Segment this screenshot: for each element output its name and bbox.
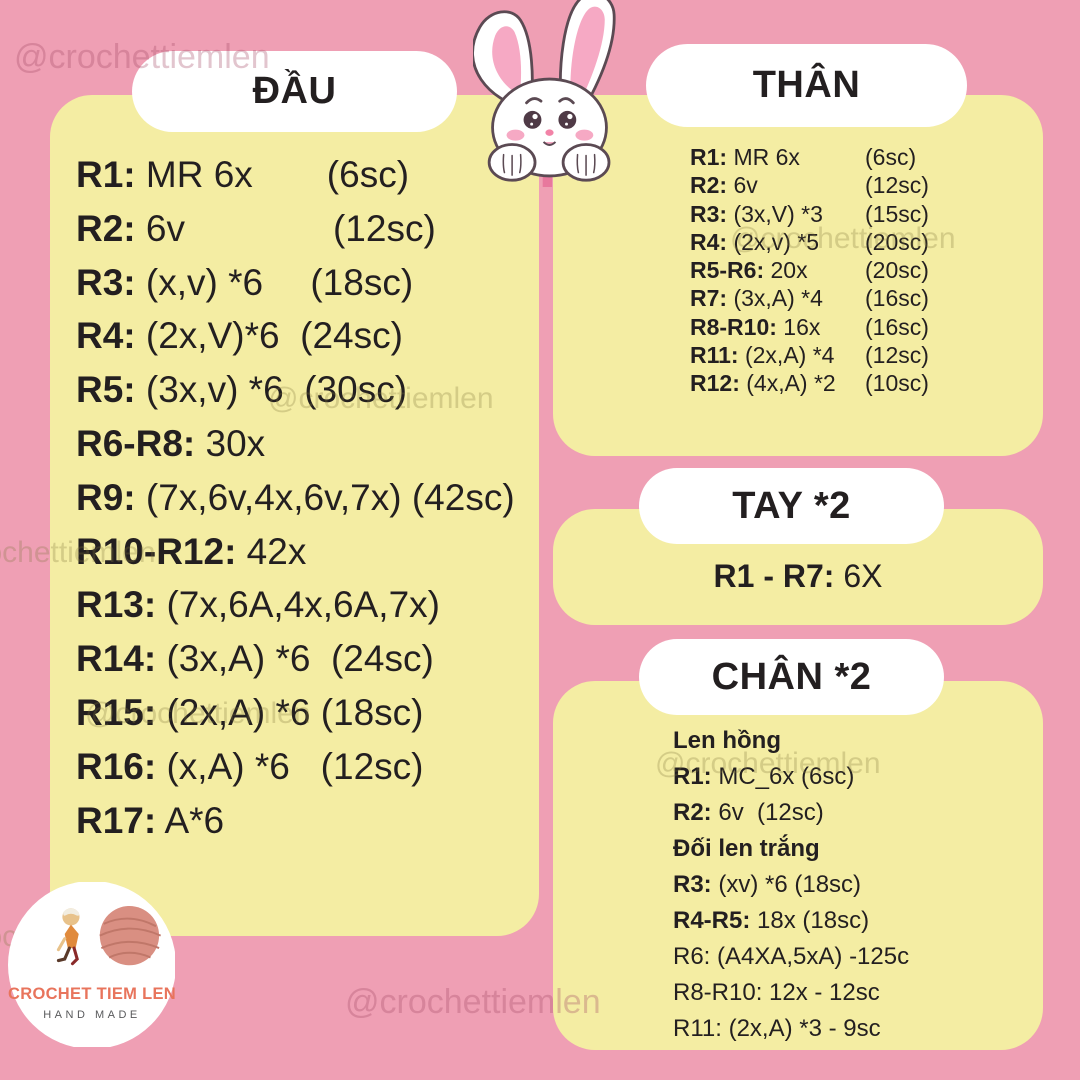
svg-text:HAND MADE: HAND MADE xyxy=(43,1009,141,1021)
svg-text:CROCHET TIEM LEN: CROCHET TIEM LEN xyxy=(8,985,175,1003)
